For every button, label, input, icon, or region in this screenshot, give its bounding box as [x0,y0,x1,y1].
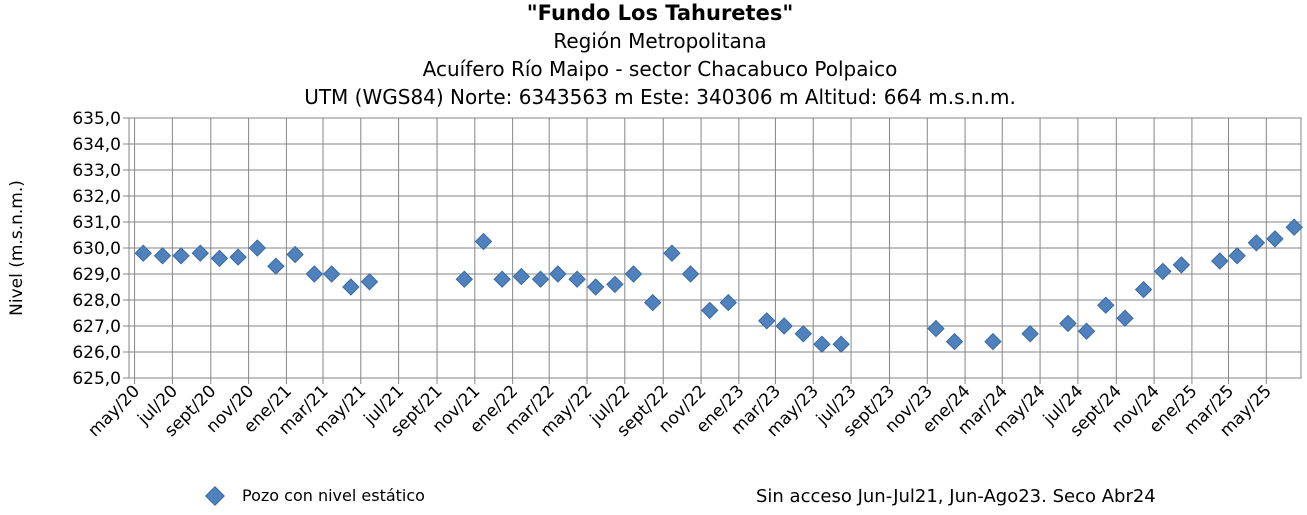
data-point [191,244,209,262]
data-point [1266,230,1284,248]
y-tick-label: 635,0 [72,109,121,129]
data-point [153,247,172,265]
y-tick-label: 634,0 [72,135,121,155]
chart-subtitle-coordinates: UTM (WGS84) Norte: 6343563 m Este: 34030… [304,85,1016,109]
y-tick-label: 630,0 [72,239,121,259]
y-tick-label: 628,0 [72,291,121,311]
data-point [455,270,474,288]
data-point [1077,322,1096,340]
data-point [1021,325,1039,343]
chart-subtitle-region: Región Metropolitana [553,29,767,53]
data-point [775,317,793,335]
data-point [586,278,605,296]
data-point [606,275,624,294]
legend-label: Pozo con nivel estático [242,486,425,505]
data-point [1154,262,1172,281]
data-point [248,239,267,257]
data-point [305,265,324,283]
diamond-marker-icon [205,485,225,506]
y-tick-label: 629,0 [72,265,121,285]
x-tick-label: may/20 [84,381,144,441]
data-point [342,278,360,296]
data-point [134,244,152,262]
y-axis-label: Nivel (m.s.n.m.) [7,180,27,316]
chart-subtitle-aquifer: Acuífero Río Maipo - sector Chacabuco Po… [422,57,898,81]
data-point [1134,280,1153,299]
data-point [286,245,304,264]
data-point [1116,309,1134,327]
data-point [681,265,700,283]
data-point [1097,296,1115,314]
data-point [927,319,945,338]
data-point [210,249,229,268]
data-point [493,270,511,288]
data-point [984,332,1002,351]
data-point [172,247,190,265]
legend: Pozo con nivel estático [205,485,425,506]
y-tick-label: 631,0 [72,213,121,233]
data-point [531,270,550,288]
data-point [568,270,586,288]
data-point [1059,314,1077,333]
data-point [644,293,662,312]
data-point [512,267,531,286]
y-tick-label: 632,0 [72,187,121,207]
data-point [813,335,831,353]
data-point [663,244,681,262]
data-point [758,312,776,330]
data-point [267,257,285,275]
data-point [549,265,567,283]
data-point [794,325,813,343]
y-tick-label: 625,0 [72,369,121,389]
data-point [1285,218,1303,236]
data-point [719,293,738,312]
y-tick-label: 627,0 [72,317,121,337]
data-point [1172,256,1191,274]
data-point [229,248,247,266]
data-point [474,232,493,251]
data-point [322,265,341,283]
data-point [1247,234,1266,252]
data-point [360,273,379,291]
y-tick-label: 633,0 [72,161,121,181]
data-point [945,332,964,351]
y-tick-label: 626,0 [72,343,121,363]
chart-title: "Fundo Los Tahuretes" [526,1,794,25]
data-point [832,335,850,353]
chart-note: Sin acceso Jun-Jul21, Jun-Ago23. Seco Ab… [756,486,1156,507]
data-point [1211,252,1229,270]
data-point [1228,247,1246,265]
data-point [701,301,719,320]
chart-plot: 625,0 626,0 627,0 628,0 629,0 630,0 631,0 632,0… [7,109,1303,441]
chart-titles: "Fundo Los Tahuretes" Región Metropolita… [0,0,1307,111]
data-point [624,265,643,283]
